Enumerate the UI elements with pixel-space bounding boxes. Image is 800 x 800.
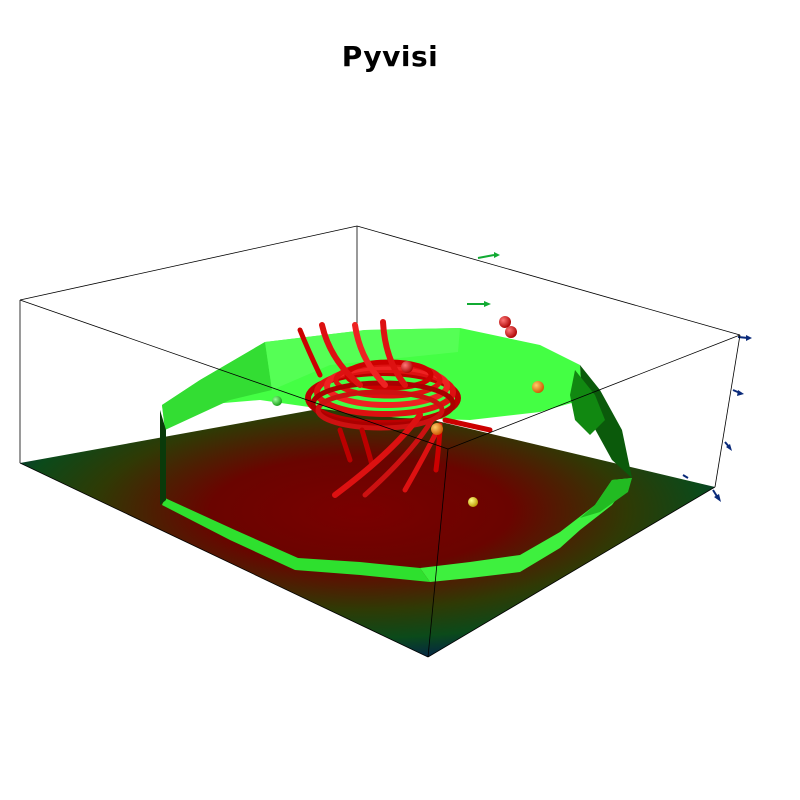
isosurface xyxy=(160,328,632,582)
vector-arrows xyxy=(467,252,752,502)
bounding-box-front xyxy=(19,299,741,658)
color-plane xyxy=(20,402,715,657)
green-arrow xyxy=(467,252,500,307)
streamlines xyxy=(297,319,493,498)
blue-arrow xyxy=(682,335,752,502)
plot-title: Pyvisi xyxy=(341,40,439,73)
particles xyxy=(272,316,544,507)
